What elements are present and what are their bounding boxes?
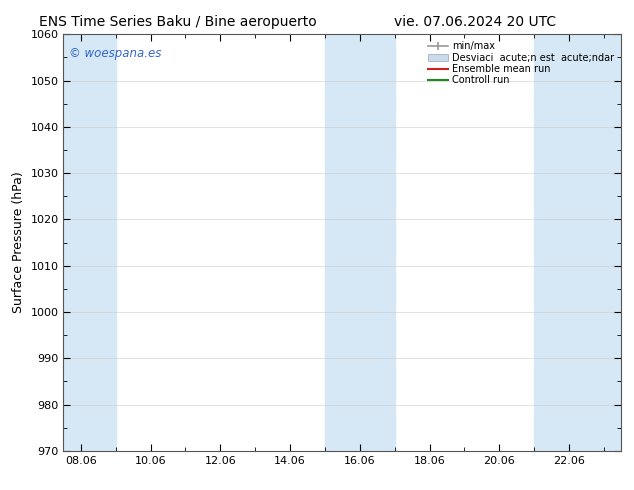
Bar xyxy=(325,34,394,451)
Bar xyxy=(534,34,621,451)
Legend: min/max, Desviaci  acute;n est  acute;ndar, Ensemble mean run, Controll run: min/max, Desviaci acute;n est acute;ndar… xyxy=(426,39,616,87)
Bar xyxy=(63,34,115,451)
Y-axis label: Surface Pressure (hPa): Surface Pressure (hPa) xyxy=(12,172,25,314)
Text: © woespana.es: © woespana.es xyxy=(69,47,162,60)
Text: vie. 07.06.2024 20 UTC: vie. 07.06.2024 20 UTC xyxy=(394,15,557,29)
Text: ENS Time Series Baku / Bine aeropuerto: ENS Time Series Baku / Bine aeropuerto xyxy=(39,15,316,29)
